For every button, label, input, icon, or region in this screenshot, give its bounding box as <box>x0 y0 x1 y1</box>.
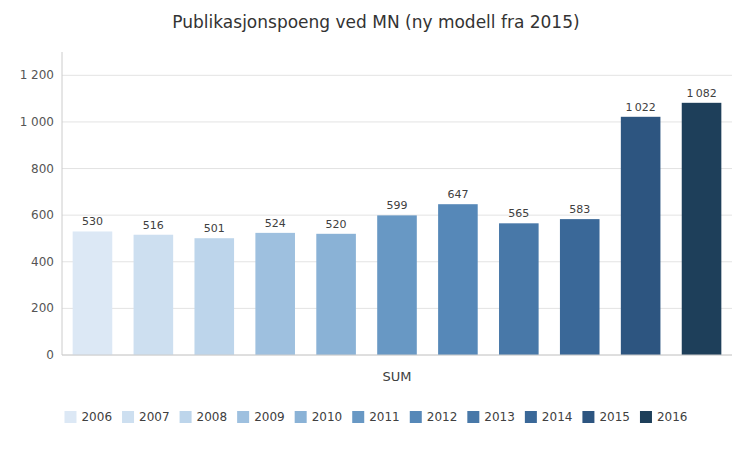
legend-item: 2009 <box>237 410 285 424</box>
legend-label: 2006 <box>81 410 112 424</box>
x-axis-line <box>62 355 732 356</box>
data-label: 524 <box>265 217 286 230</box>
y-axis-line <box>62 52 63 355</box>
bars <box>73 103 722 355</box>
data-labels: 530 516 501 524 520 599 647 565 583 1 022 1 082 <box>82 87 717 235</box>
bar <box>377 215 417 355</box>
legend: 2006 2007 2008 2009 2010 2011 2012 2013 2014 2015… <box>64 410 687 424</box>
legend-swatch <box>525 411 537 423</box>
legend-item: 2011 <box>352 410 400 424</box>
grid-line <box>62 75 732 76</box>
legend-item: 2012 <box>410 410 458 424</box>
legend-swatch <box>64 411 76 423</box>
legend-item: 2010 <box>295 410 343 424</box>
legend-swatch <box>582 411 594 423</box>
legend-item: 2015 <box>582 410 630 424</box>
legend-swatch <box>180 411 192 423</box>
bar <box>621 117 661 355</box>
grid <box>62 75 732 355</box>
y-tick-label: 0 <box>46 348 54 362</box>
bar <box>682 103 722 355</box>
chart-container: Publikasjonspoeng ved MN (ny modell fra … <box>0 0 752 455</box>
bar <box>316 234 356 355</box>
legend-swatch <box>467 411 479 423</box>
legend-label: 2008 <box>197 410 228 424</box>
data-label: 1 022 <box>626 101 656 114</box>
legend-swatch <box>640 411 652 423</box>
x-axis-label: SUM <box>383 369 412 384</box>
legend-label: 2014 <box>542 410 573 424</box>
legend-label: 2013 <box>484 410 515 424</box>
legend-swatch <box>237 411 249 423</box>
data-label: 1 082 <box>686 87 716 100</box>
data-label: 520 <box>326 218 347 231</box>
bar <box>194 238 234 355</box>
y-axis: 0 200 400 600 800 1 000 1 200 <box>20 52 62 362</box>
bar <box>73 231 113 355</box>
legend-swatch <box>352 411 364 423</box>
legend-label: 2016 <box>657 410 688 424</box>
data-label: 501 <box>204 222 225 235</box>
data-label: 565 <box>508 207 529 220</box>
data-label: 647 <box>447 188 468 201</box>
legend-label: 2010 <box>312 410 343 424</box>
legend-label: 2011 <box>369 410 400 424</box>
y-tick-label: 200 <box>31 301 54 315</box>
y-tick-label: 1 000 <box>20 115 54 129</box>
legend-item: 2006 <box>64 410 112 424</box>
legend-item: 2013 <box>467 410 515 424</box>
legend-label: 2015 <box>599 410 630 424</box>
legend-swatch <box>410 411 422 423</box>
bar <box>499 223 539 355</box>
legend-label: 2012 <box>427 410 458 424</box>
chart-svg: Publikasjonspoeng ved MN (ny modell fra … <box>0 0 752 455</box>
bar <box>255 233 295 355</box>
legend-item: 2008 <box>180 410 228 424</box>
grid-line <box>62 355 732 356</box>
legend-item: 2014 <box>525 410 573 424</box>
bar <box>134 235 174 355</box>
y-tick-label: 800 <box>31 162 54 176</box>
data-label: 599 <box>387 199 408 212</box>
legend-label: 2009 <box>254 410 285 424</box>
data-label: 516 <box>143 219 164 232</box>
y-tick-label: 400 <box>31 255 54 269</box>
legend-swatch <box>122 411 134 423</box>
bar <box>560 219 600 355</box>
legend-swatch <box>295 411 307 423</box>
legend-label: 2007 <box>139 410 170 424</box>
legend-item: 2007 <box>122 410 170 424</box>
legend-item: 2016 <box>640 410 688 424</box>
bar <box>438 204 478 355</box>
data-label: 530 <box>82 215 103 228</box>
y-tick-label: 1 200 <box>20 68 54 82</box>
y-tick-label: 600 <box>31 208 54 222</box>
title: Publikasjonspoeng ved MN (ny modell fra … <box>172 12 579 32</box>
data-label: 583 <box>569 203 590 216</box>
